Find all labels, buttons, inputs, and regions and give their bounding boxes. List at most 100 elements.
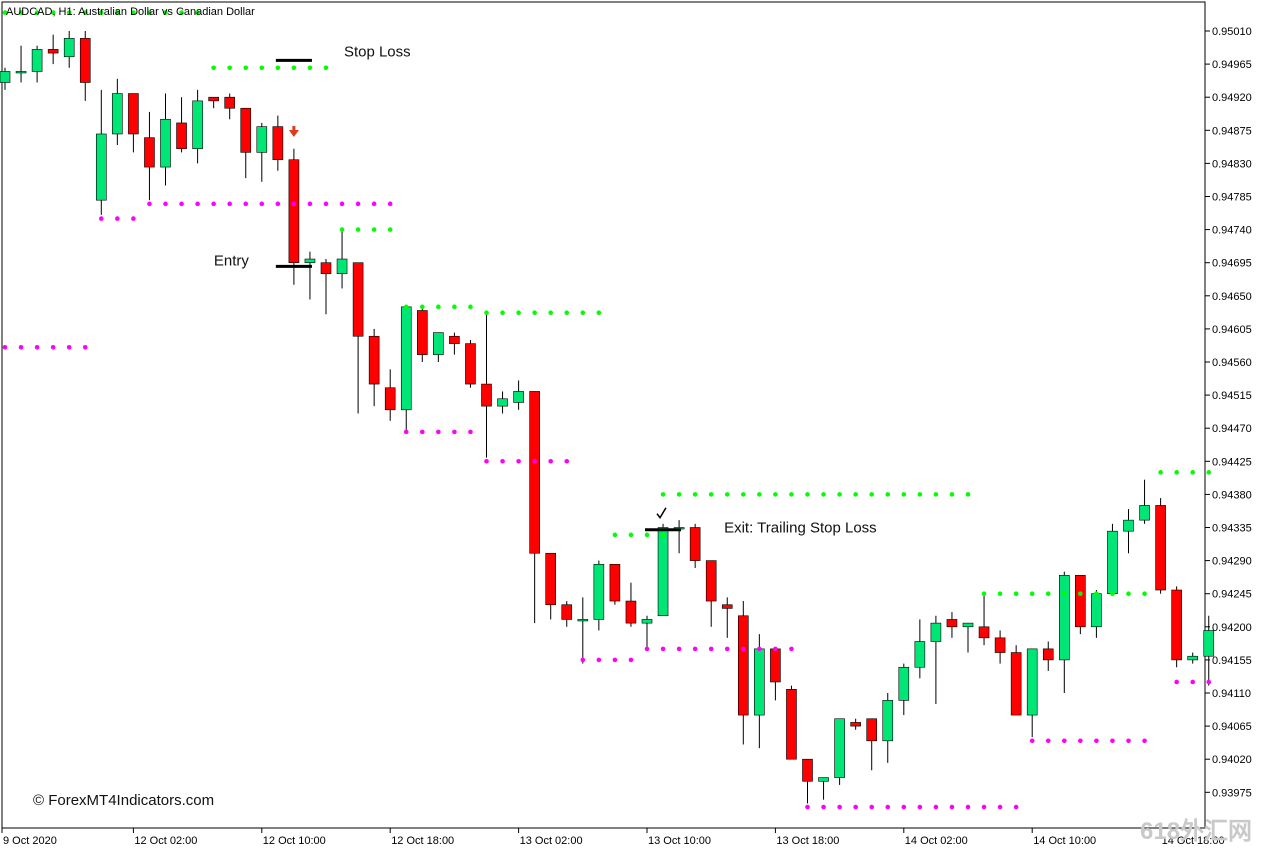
lower-channel-dot (1045, 738, 1051, 744)
candle (529, 391, 540, 624)
y-axis: 0.95010 0.94965 0.94920 0.94875 0.94830 0.947… (1205, 26, 1252, 799)
lower-channel-dot (291, 201, 297, 207)
candle (0, 67, 11, 90)
lower-channel-dot (805, 804, 810, 810)
upper-channel-dot (965, 492, 971, 497)
candle (31, 45, 43, 83)
upper-channel-dot (259, 65, 265, 71)
candle (978, 593, 990, 646)
candles-layer (0, 31, 1215, 804)
upper-channel-dot (1094, 591, 1099, 596)
x-tick-label: 13 Oct 18:00 (776, 835, 839, 847)
lower-channel-dot (965, 804, 971, 810)
candle (577, 597, 589, 664)
upper-channel-dot (227, 65, 232, 71)
candle (272, 115, 284, 171)
candle-body (1107, 530, 1118, 595)
upper-channel-dot (468, 304, 473, 310)
candle-body (1139, 505, 1150, 521)
upper-channel-dot (211, 65, 216, 71)
candle (689, 523, 701, 568)
upper-channel-dot (195, 10, 200, 15)
lower-channel-dot (837, 804, 842, 810)
candle (1042, 641, 1054, 671)
y-tick-label: 0.94785 (1212, 192, 1252, 204)
upper-channel-dot (307, 65, 313, 71)
candle (384, 369, 396, 421)
lower-channel-dot (1206, 679, 1212, 685)
upper-channel-dot (564, 310, 570, 316)
lower-channel-dot (403, 429, 409, 435)
candle-body (882, 700, 894, 742)
candle-body (240, 107, 252, 153)
upper-channel-dot (949, 492, 955, 497)
upper-channel-dot (147, 10, 152, 15)
candle-body (304, 258, 316, 263)
x-tick-label: 12 Oct 02:00 (134, 835, 197, 847)
y-tick-label: 0.94515 (1212, 390, 1252, 402)
lower-channel-dot (66, 344, 72, 350)
candle-body (0, 71, 11, 83)
upper-channel-dot (741, 492, 746, 497)
upper-channel-dot (500, 310, 505, 316)
candle-body (1091, 593, 1102, 628)
candle-body (689, 527, 701, 561)
upper-channel-dot (580, 310, 586, 316)
candle-body (449, 335, 460, 344)
lower-channel-dot (1126, 738, 1131, 744)
annotation-levels-layer: Stop Loss Entry Exit: Trailing Stop Loss (214, 43, 877, 536)
candle-body (368, 335, 380, 385)
candle (898, 663, 910, 716)
lower-channel-dot (676, 646, 682, 652)
candle (513, 380, 524, 410)
y-tick-label: 0.94650 (1212, 291, 1252, 303)
x-axis: 9 Oct 2020 12 Oct 02:00 12 Oct 10:00 12 Oct… (1, 828, 1225, 847)
lower-channel-dot (564, 459, 570, 464)
candle-body (834, 718, 845, 778)
lower-channel-dot (869, 804, 874, 810)
check-icon (656, 507, 667, 520)
y-tick-label: 0.94470 (1212, 423, 1252, 435)
upper-channel-dot (1190, 470, 1195, 475)
upper-channel-dot (436, 304, 441, 310)
candle-body (1026, 648, 1038, 716)
x-tick-label: 12 Oct 10:00 (263, 835, 326, 847)
upper-channel-dot (452, 304, 457, 310)
y-tick-label: 0.94380 (1212, 489, 1252, 501)
candle-body (946, 619, 958, 628)
lower-channel-dot (612, 657, 618, 663)
lower-channel-dot (387, 201, 393, 207)
candle (368, 328, 380, 407)
candle (336, 229, 348, 289)
lower-channel-dot (885, 804, 891, 810)
candle-body (898, 666, 910, 701)
lower-channel-dot (371, 201, 377, 207)
upper-channel-dot (933, 492, 939, 497)
candle (63, 31, 75, 68)
chart-title: AUDCAD, H1: Australian Dollar vs Canadia… (6, 6, 255, 18)
candle-body (63, 38, 75, 58)
upper-channel-dot (1158, 470, 1163, 475)
lower-channel-dot (115, 216, 120, 221)
candle (1155, 498, 1166, 594)
candle (288, 148, 300, 285)
lower-channel-dot (147, 201, 152, 207)
candle-body (1042, 648, 1054, 661)
candle-body (15, 71, 27, 74)
candle (144, 111, 155, 201)
lower-channel-dot (227, 201, 232, 207)
candle (850, 718, 861, 730)
lower-channel-dot (773, 646, 778, 652)
upper-channel-dot (99, 10, 104, 15)
upper-channel-dot (1126, 591, 1131, 596)
upper-channel-dot (179, 10, 184, 15)
y-tick-label: 0.94245 (1212, 589, 1252, 601)
lower-channel-dot (981, 804, 987, 810)
candle (433, 332, 444, 362)
candle (449, 332, 460, 355)
lower-channel-dot (1062, 738, 1067, 744)
candle-body (192, 100, 203, 149)
upper-channel-dot (869, 492, 874, 497)
candle-body (128, 93, 139, 135)
